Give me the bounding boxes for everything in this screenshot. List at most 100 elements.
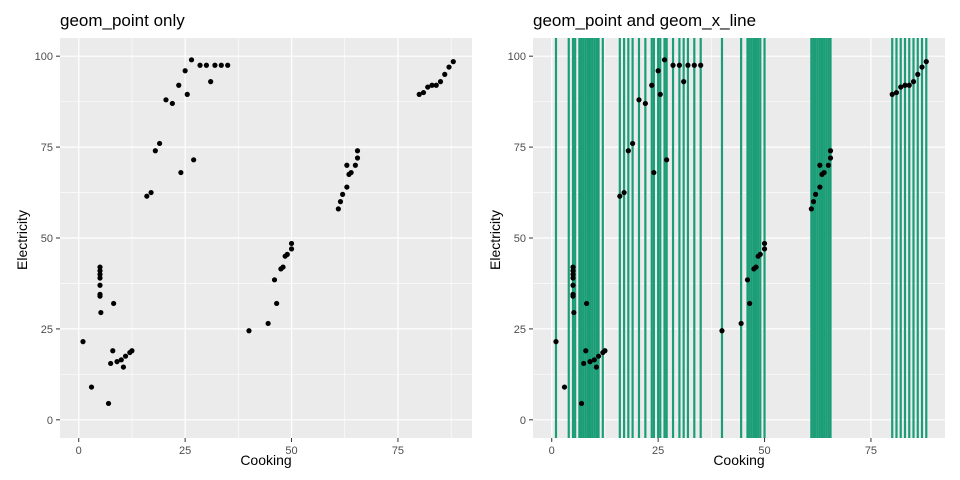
- data-point: [274, 300, 280, 307]
- data-point: [685, 62, 691, 68]
- data-point: [719, 328, 725, 334]
- data-point: [681, 79, 687, 85]
- data-point: [344, 184, 350, 190]
- data-point: [657, 91, 663, 97]
- data-point: [825, 162, 831, 168]
- data-point: [335, 206, 341, 212]
- data-point: [561, 384, 568, 390]
- y-tick-label: 75: [514, 142, 526, 154]
- data-point: [108, 360, 114, 367]
- data-point: [120, 364, 127, 370]
- x-axis-title: Cooking: [240, 452, 291, 468]
- data-point: [676, 62, 683, 68]
- data-point: [670, 62, 676, 68]
- data-point: [284, 251, 290, 257]
- data-point: [655, 68, 661, 74]
- x-tick-label: 25: [179, 445, 191, 457]
- data-point: [570, 282, 576, 288]
- data-point: [97, 268, 103, 274]
- data-point: [203, 62, 210, 68]
- data-point: [621, 189, 627, 196]
- y-tick-label: 100: [508, 51, 526, 63]
- x-axis-title: Cooking: [713, 452, 764, 468]
- x-tick-label: 75: [865, 445, 877, 457]
- y-tick-label: 25: [41, 324, 53, 336]
- data-point: [570, 275, 576, 281]
- x-tick-label: 75: [392, 445, 404, 457]
- data-point: [111, 300, 117, 307]
- data-point: [827, 155, 834, 161]
- data-point: [810, 199, 817, 205]
- data-point: [218, 62, 224, 68]
- data-point: [636, 97, 642, 103]
- data-point: [642, 100, 648, 107]
- data-point: [176, 82, 182, 88]
- data-point: [163, 97, 169, 103]
- data-point: [337, 199, 344, 205]
- y-tick-label: 50: [514, 233, 526, 245]
- data-point: [246, 328, 252, 334]
- data-point: [813, 191, 819, 197]
- data-point: [129, 348, 135, 354]
- y-tick-label: 50: [41, 233, 53, 245]
- data-point: [105, 400, 112, 407]
- data-point: [212, 62, 218, 68]
- data-point: [197, 62, 203, 68]
- data-point: [352, 162, 358, 168]
- data-point: [348, 169, 354, 176]
- data-point: [178, 169, 184, 176]
- data-point: [225, 62, 231, 68]
- data-point: [821, 169, 827, 176]
- y-tick-label: 25: [514, 324, 526, 336]
- data-point: [738, 320, 744, 327]
- data-point: [110, 348, 116, 354]
- data-point: [602, 348, 608, 354]
- data-point: [442, 71, 448, 77]
- data-point: [118, 357, 124, 363]
- data-point: [88, 384, 95, 390]
- data-point: [191, 157, 197, 163]
- data-point: [80, 339, 86, 345]
- data-point: [889, 91, 895, 97]
- right-panel-title: geom_point and geom_x_line: [533, 11, 757, 30]
- data-point: [114, 359, 120, 365]
- data-point: [578, 400, 585, 407]
- data-point: [923, 59, 929, 65]
- data-point: [753, 264, 759, 270]
- y-tick-label: 0: [520, 415, 526, 427]
- x-tick-label: 0: [76, 445, 82, 457]
- data-point: [915, 71, 921, 77]
- panel-1: 0 25 50 75 0 25 50 75 100 Cooking Electricity: [14, 38, 472, 468]
- data-point: [433, 82, 439, 88]
- y-tick-label: 100: [35, 51, 53, 63]
- data-point: [97, 275, 103, 281]
- left-panel-title: geom_point only: [60, 11, 185, 30]
- data-point: [761, 246, 768, 252]
- data-point: [182, 68, 188, 74]
- data-point: [593, 364, 600, 370]
- data-point: [97, 293, 103, 299]
- data-point: [188, 57, 195, 63]
- data-point: [152, 148, 158, 154]
- data-point: [97, 282, 103, 288]
- data-point: [97, 271, 103, 277]
- data-point: [761, 240, 768, 247]
- y-tick-label: 0: [47, 415, 53, 427]
- data-point: [354, 155, 361, 161]
- data-point: [288, 240, 295, 247]
- x-tick-label: 25: [652, 445, 664, 457]
- data-point: [570, 271, 576, 277]
- data-point: [747, 300, 753, 307]
- data-point: [698, 62, 704, 68]
- data-point: [625, 148, 631, 154]
- data-point: [450, 59, 456, 65]
- data-point: [98, 309, 104, 316]
- data-point: [122, 353, 129, 359]
- data-point: [354, 148, 361, 154]
- data-point: [587, 359, 593, 365]
- data-point: [288, 246, 295, 252]
- data-point: [570, 264, 576, 270]
- panel-2: 0 25 50 75 0 25 50 75 100 Cooking Electricity: [487, 38, 945, 468]
- data-point: [148, 189, 154, 196]
